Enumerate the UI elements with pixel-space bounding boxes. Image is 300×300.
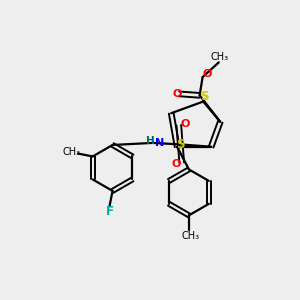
Text: O: O (171, 159, 181, 169)
Text: H: H (146, 136, 154, 146)
Text: S: S (176, 138, 184, 151)
Text: O: O (173, 89, 182, 99)
Text: CH₃: CH₃ (181, 231, 200, 241)
Text: F: F (106, 205, 114, 218)
Text: CH₃: CH₃ (210, 52, 228, 62)
Text: CH₃: CH₃ (62, 147, 80, 157)
Text: O: O (203, 69, 212, 79)
Text: N: N (155, 138, 164, 148)
Text: S: S (200, 90, 209, 103)
Text: O: O (181, 119, 190, 129)
